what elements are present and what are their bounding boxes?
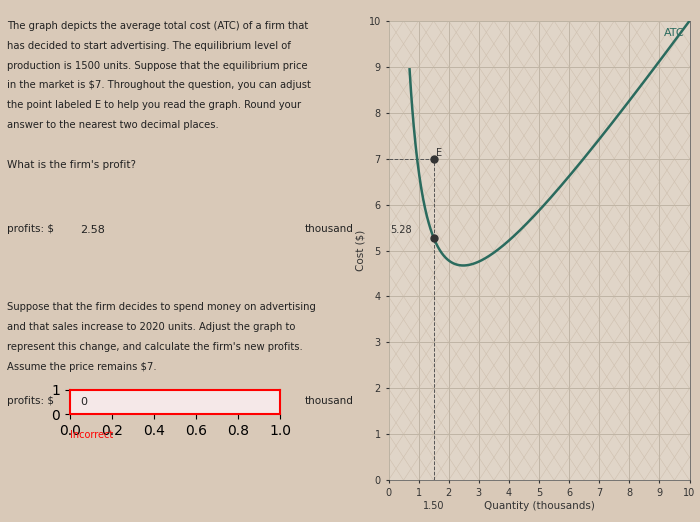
- Text: in the market is $7. Throughout the question, you can adjust: in the market is $7. Throughout the ques…: [7, 80, 311, 90]
- Text: The graph depicts the average total cost (ATC) of a firm that: The graph depicts the average total cost…: [7, 21, 308, 31]
- Text: answer to the nearest two decimal places.: answer to the nearest two decimal places…: [7, 120, 218, 130]
- Text: Suppose that the firm decides to spend money on advertising: Suppose that the firm decides to spend m…: [7, 302, 316, 312]
- Text: 5.28: 5.28: [390, 226, 412, 235]
- Text: 0: 0: [80, 397, 88, 407]
- Text: E: E: [436, 148, 442, 158]
- X-axis label: Quantity (thousands): Quantity (thousands): [484, 501, 594, 511]
- Text: production is 1500 units. Suppose that the equilibrium price: production is 1500 units. Suppose that t…: [7, 61, 307, 70]
- Text: represent this change, and calculate the firm's new profits.: represent this change, and calculate the…: [7, 342, 302, 352]
- Text: ATC: ATC: [664, 28, 685, 38]
- Text: thousand: thousand: [304, 396, 354, 407]
- Text: 1.50: 1.50: [423, 501, 445, 511]
- Text: 2.58: 2.58: [80, 225, 106, 235]
- Text: profits: $: profits: $: [7, 224, 54, 234]
- Text: What is the firm's profit?: What is the firm's profit?: [7, 160, 136, 170]
- Text: has decided to start advertising. The equilibrium level of: has decided to start advertising. The eq…: [7, 41, 291, 51]
- Text: thousand: thousand: [304, 224, 354, 234]
- Text: profits: $: profits: $: [7, 396, 54, 407]
- Text: Assume the price remains $7.: Assume the price remains $7.: [7, 362, 157, 372]
- Text: and that sales increase to 2020 units. Adjust the graph to: and that sales increase to 2020 units. A…: [7, 322, 295, 332]
- Text: Incorrect: Incorrect: [70, 430, 113, 440]
- Text: the point labeled E to help you read the graph. Round your: the point labeled E to help you read the…: [7, 100, 301, 110]
- Y-axis label: Cost ($): Cost ($): [356, 230, 366, 271]
